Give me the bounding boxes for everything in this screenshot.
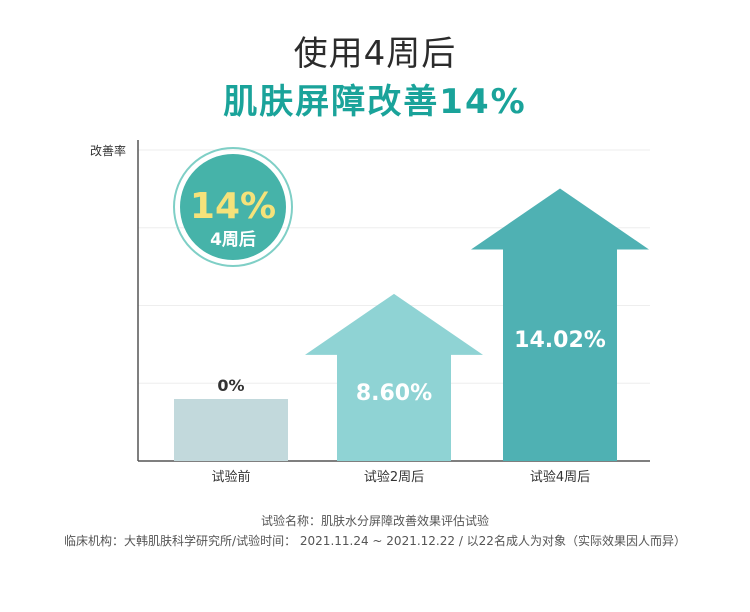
data-label-2: 8.60% bbox=[356, 381, 432, 406]
result-badge: 14% 4周后 bbox=[173, 147, 293, 267]
page-title: 使用4周后 bbox=[293, 34, 457, 74]
y-axis-label: 改善率 bbox=[90, 143, 126, 158]
footnote-test-details: 临床机构：大韩肌肤科学研究所/试验时间： 2021.11.24 ~ 2021.1… bbox=[64, 534, 686, 548]
headline: 肌肤屏障改善14% bbox=[223, 82, 527, 122]
category-label-3: 试验4周后 bbox=[530, 469, 590, 485]
data-label-1: 0% bbox=[217, 376, 244, 395]
bar-1 bbox=[174, 399, 288, 461]
bar-3 bbox=[471, 188, 649, 461]
footnote-test-name: 试验名称：肌肤水分屏障改善效果评估试验 bbox=[260, 514, 489, 528]
category-label-2: 试验2周后 bbox=[364, 469, 424, 485]
category-label-1: 试验前 bbox=[211, 469, 250, 485]
data-label-3: 14.02% bbox=[514, 328, 606, 353]
bar-2 bbox=[305, 293, 483, 461]
badge-value: 14% bbox=[190, 186, 276, 227]
badge-label: 4周后 bbox=[210, 230, 256, 250]
